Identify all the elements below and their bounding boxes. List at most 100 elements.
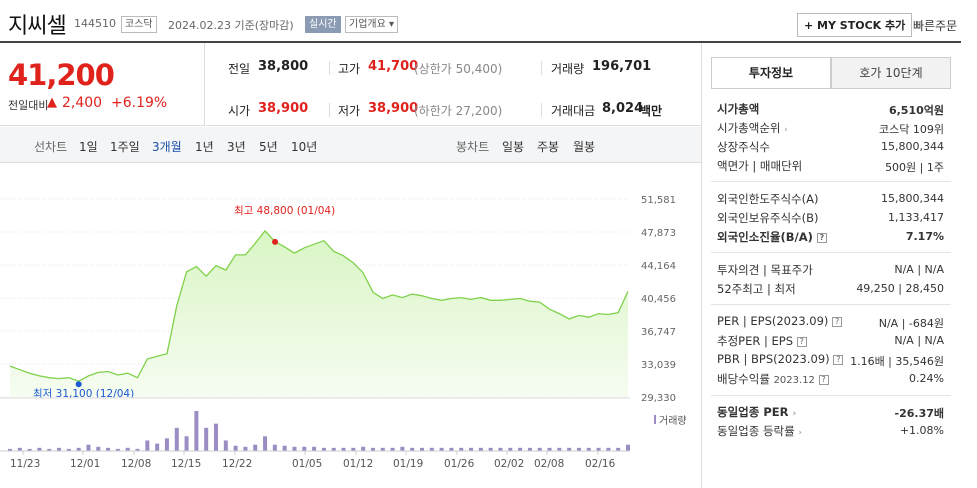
- volume-bar: [420, 447, 424, 451]
- period-1w[interactable]: 1주일: [110, 140, 140, 154]
- low-label: 저가: [338, 104, 361, 118]
- mcap-rank-label[interactable]: 시가총액순위 ›: [717, 120, 788, 136]
- volume-bar: [243, 446, 248, 451]
- volume-bar: [86, 444, 91, 451]
- amount-label: 거래대금: [551, 104, 596, 118]
- my-stock-add-button[interactable]: + MY STOCK 추가: [797, 13, 913, 37]
- help-icon[interactable]: ?: [818, 374, 829, 385]
- price-box: [0, 43, 205, 126]
- volume-bar: [508, 447, 513, 451]
- x-tick-label: 02/02: [494, 458, 524, 470]
- sector-rate-value: +1.08%: [899, 424, 944, 437]
- my-stock-label: + MY STOCK 추가: [804, 19, 906, 32]
- sector-per-value: -26.37배: [894, 407, 944, 420]
- volume-bar: [253, 444, 258, 451]
- change-amount: 2,400: [62, 95, 103, 111]
- help-icon[interactable]: ?: [833, 354, 844, 365]
- est-per-label[interactable]: 추정PER | EPS ?: [717, 333, 807, 349]
- quote-grid: 전일 38,800 고가 41,700 (상한가 50,400) 거래량 196…: [206, 43, 701, 126]
- volume-bar: [606, 447, 611, 451]
- period-10y[interactable]: 10년: [291, 140, 318, 154]
- volume-bar: [321, 447, 326, 451]
- chart-period-bar: [0, 127, 701, 163]
- x-tick-label: 12/22: [222, 458, 252, 470]
- volume-bar: [518, 447, 523, 451]
- chevron-right-icon: ›: [792, 409, 797, 419]
- volume-bar: [331, 447, 336, 451]
- opinion-value: N/A | N/A: [894, 263, 944, 276]
- x-tick-label: 01/05: [292, 458, 322, 470]
- line-chart-label: 선차트: [34, 140, 68, 154]
- foreign-hold-label: 외국인보유주식수(B): [717, 211, 819, 225]
- tab-invest-info[interactable]: 투자정보: [711, 57, 831, 89]
- period-3m[interactable]: 3개월: [152, 140, 182, 154]
- volume-bar: [57, 447, 62, 451]
- open-label: 시가: [228, 104, 251, 118]
- high-value: 41,700: [368, 59, 419, 74]
- period-1y[interactable]: 1년: [195, 140, 214, 154]
- divider: [329, 103, 330, 117]
- volume-bar: [429, 447, 434, 451]
- volume-bar: [145, 440, 150, 451]
- volume-bar: [37, 447, 42, 451]
- volume-value: 196,701: [592, 59, 652, 74]
- chevron-right-icon: ›: [784, 125, 788, 135]
- prev-close-value: 38,800: [258, 59, 309, 74]
- volume-bar: [586, 447, 591, 451]
- volume-bar: [282, 445, 287, 451]
- dividend-label[interactable]: 배당수익률 2023.12 ?: [717, 371, 829, 387]
- base-date: 2024.02.23 기준(장마감): [168, 19, 294, 32]
- change-rate: +6.19%: [111, 95, 168, 111]
- period-5y[interactable]: 5년: [259, 140, 278, 154]
- volume-bar: [272, 444, 277, 451]
- volume-bar: [488, 447, 493, 451]
- market-badge: 코스닥: [121, 16, 157, 33]
- min-label: 최저 31,100 (12/04): [33, 388, 134, 400]
- divider: [711, 304, 951, 305]
- sector-per-label[interactable]: 동일업종 PER ›: [717, 404, 796, 420]
- candle-weekly[interactable]: 주봉: [537, 140, 560, 154]
- quick-order-link[interactable]: 빠른주문: [913, 19, 958, 33]
- help-icon[interactable]: ?: [832, 316, 843, 327]
- divider: [541, 103, 542, 117]
- est-per-value: N/A | N/A: [894, 334, 944, 347]
- low-value: 38,900: [368, 101, 419, 116]
- x-tick-label: 01/19: [393, 458, 423, 470]
- per-label[interactable]: PER | EPS(2023.09) ?: [717, 314, 843, 328]
- realtime-button[interactable]: 실시간: [305, 16, 341, 33]
- volume-bar: [498, 447, 503, 451]
- pbr-label[interactable]: PBR | BPS(2023.09) ?: [717, 352, 844, 366]
- current-price: 41,200: [8, 58, 115, 92]
- company-overview-dropdown[interactable]: 기업개요 ▾: [345, 16, 398, 33]
- volume-bar: [547, 447, 552, 451]
- foreign-hold-value: 1,133,417: [888, 211, 944, 224]
- volume-bar: [292, 446, 297, 451]
- foreign-rate-label[interactable]: 외국인소진율(B/A) ?: [717, 229, 827, 245]
- help-icon[interactable]: ?: [816, 232, 827, 243]
- volume-bar: [76, 447, 81, 451]
- period-3y[interactable]: 3년: [227, 140, 246, 154]
- price-chart: 51,581 47,873 44,164 40,456 36,747 33,039 29,3…: [0, 195, 687, 470]
- y-tick-label: 36,747: [641, 327, 676, 338]
- volume-bar: [410, 447, 415, 451]
- volume-bar: [370, 447, 375, 451]
- volume-bar: [576, 447, 581, 451]
- y-tick-label: 47,873: [641, 228, 676, 239]
- help-icon[interactable]: ?: [796, 336, 807, 347]
- volume-bar: [616, 447, 621, 451]
- candle-monthly[interactable]: 월봉: [573, 140, 596, 154]
- tab-orderbook[interactable]: 호가 10단계: [831, 57, 951, 89]
- volume-bar: [233, 445, 238, 451]
- volume-bar: [263, 436, 268, 451]
- period-1d[interactable]: 1일: [79, 140, 98, 154]
- pbr-value: 1.16배 | 35,546원: [850, 355, 944, 368]
- sector-rate-label[interactable]: 동일업종 등락률 ›: [717, 423, 802, 439]
- x-tick-label: 01/26: [444, 458, 475, 470]
- candle-daily[interactable]: 일봉: [502, 140, 525, 154]
- volume-bar: [341, 447, 346, 451]
- par-value: 500원 | 1주: [885, 161, 944, 174]
- volume-bar: [439, 447, 444, 451]
- volume-bar: [27, 448, 32, 451]
- y-tick-label: 29,330: [641, 393, 676, 404]
- volume-bar: [390, 447, 395, 451]
